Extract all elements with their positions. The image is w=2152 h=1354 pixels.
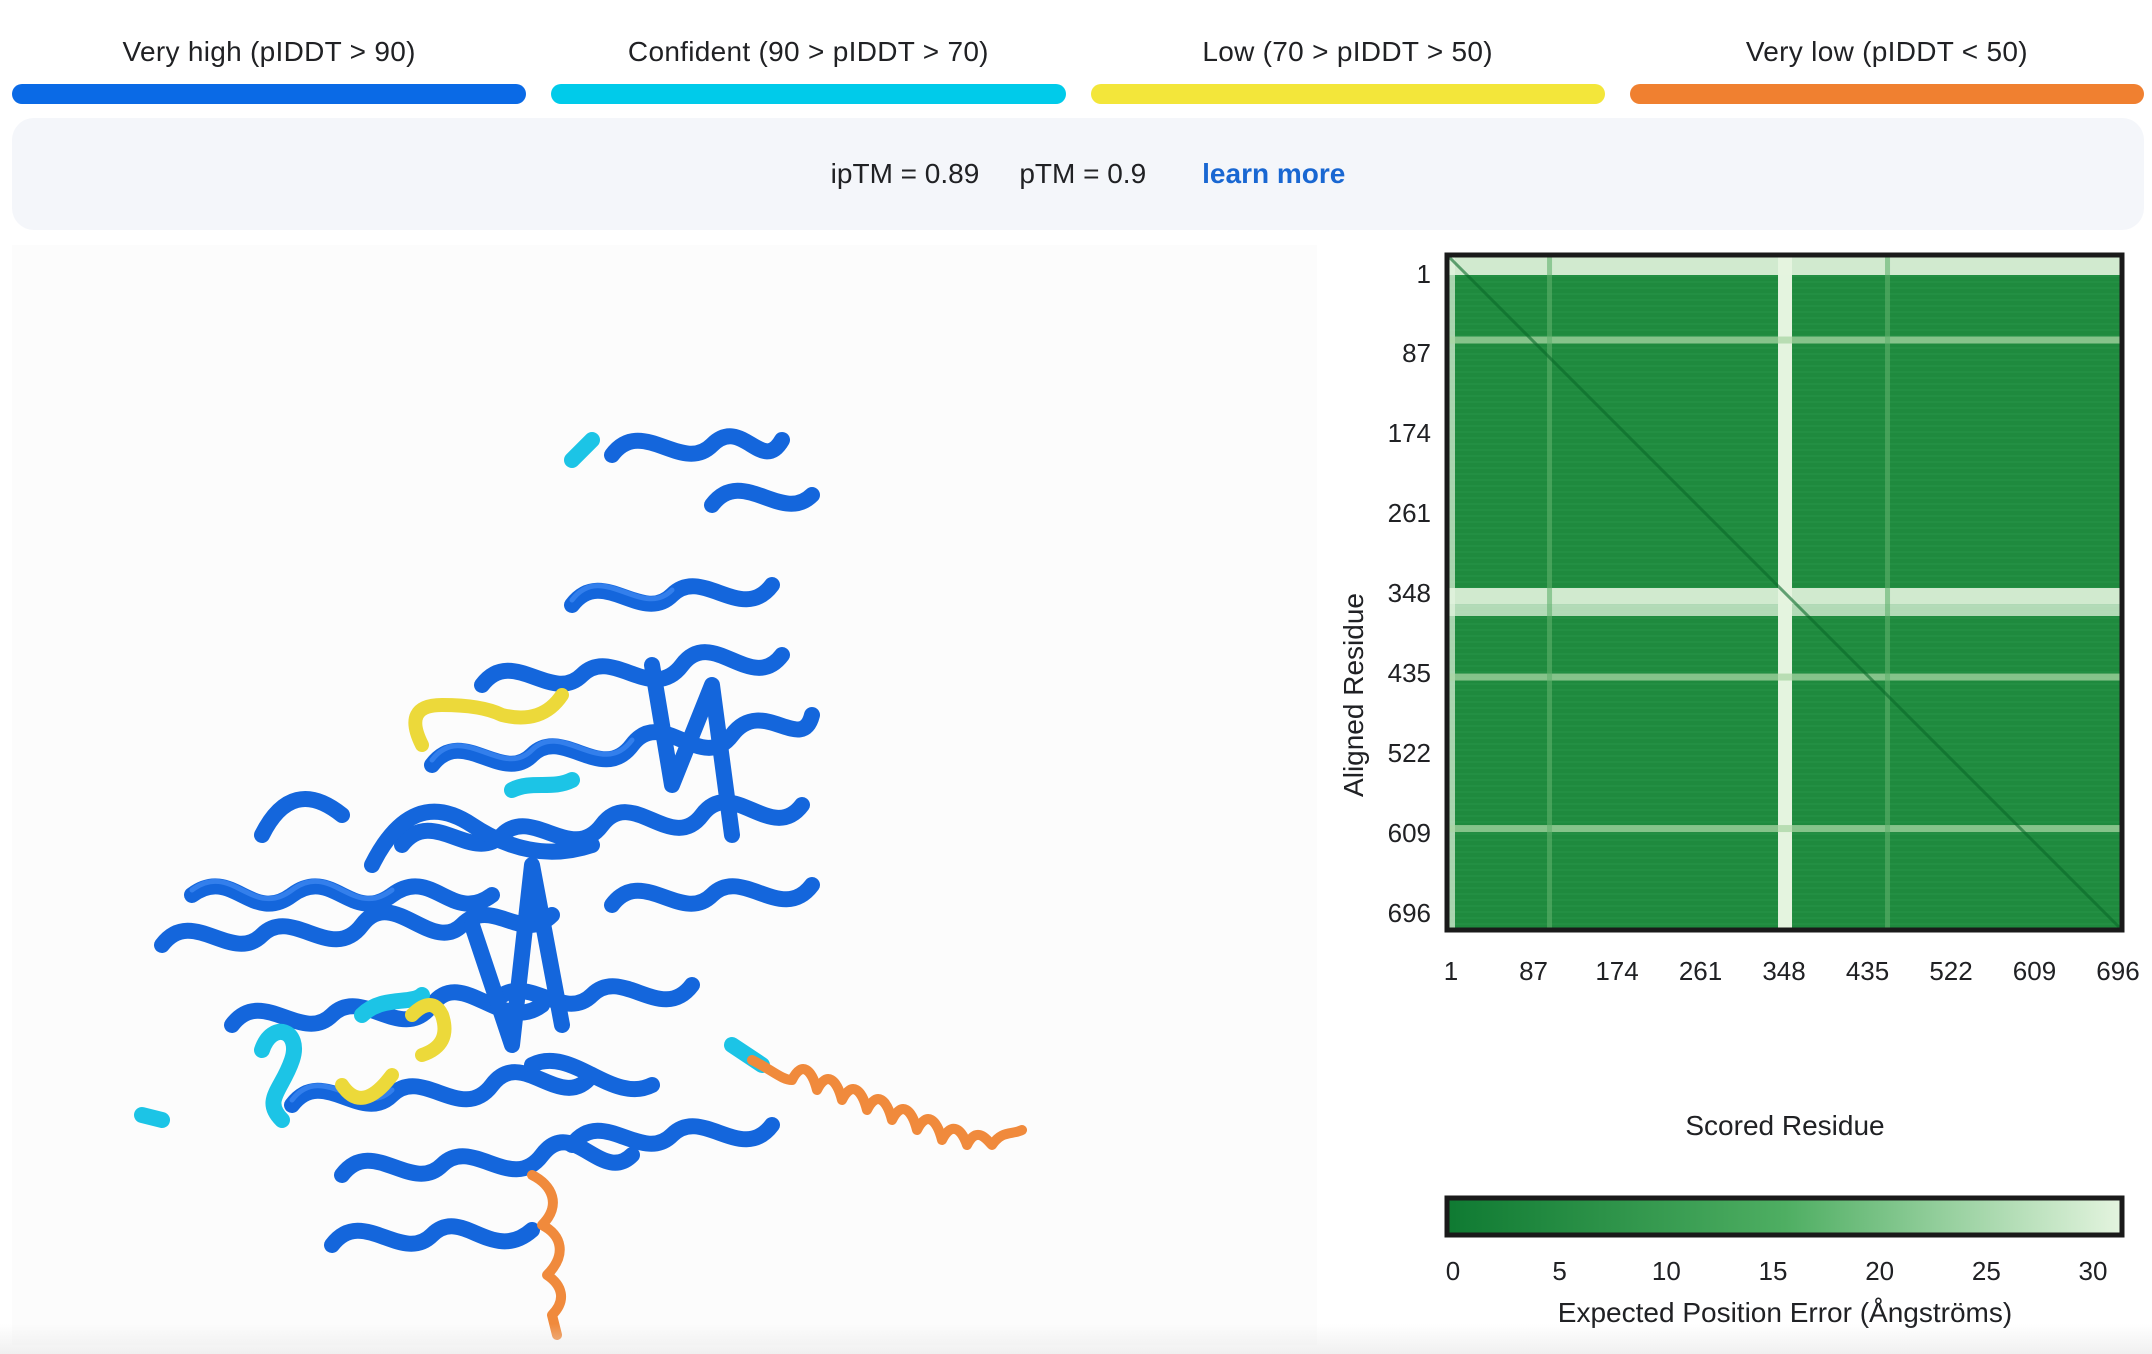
pae-x-tick-2: 174 — [1595, 956, 1638, 986]
pae-colorbar-tick-labels: 0 5 10 15 20 25 30 — [1446, 1256, 2108, 1286]
pae-heatmap — [1444, 252, 2125, 933]
pae-y-tick-8: 696 — [1388, 898, 1431, 928]
pae-y-tick-3: 261 — [1388, 498, 1431, 528]
pae-band-top — [1447, 255, 2122, 275]
pae-x-tick-5: 435 — [1846, 956, 1889, 986]
legend-bar-confident — [551, 84, 1066, 104]
pae-x-tick-4: 348 — [1762, 956, 1805, 986]
legend-low: Low (70 > pIDDT > 50) — [1090, 32, 1605, 104]
pae-x-tick-7: 609 — [2013, 956, 2056, 986]
legend-label-low: Low (70 > pIDDT > 50) — [1202, 36, 1493, 67]
pae-x-tick-3: 261 — [1679, 956, 1722, 986]
pae-colorbar-tick-5: 25 — [1972, 1256, 2001, 1286]
legend-very-low: Very low (pIDDT < 50) — [1629, 32, 2144, 104]
pae-faint-row-2 — [1447, 825, 2122, 833]
pae-plot-panel: 1 87 174 261 348 435 522 609 696 1 87 174 261 348 435… — [1317, 245, 2152, 1345]
ptm-score: pTM = 0.9 — [1019, 158, 1147, 189]
legend-bar-very-high — [12, 84, 527, 104]
pae-x-axis-title: Scored Residue — [1685, 1110, 1884, 1141]
pae-colorbar-tick-4: 20 — [1865, 1256, 1894, 1286]
pae-diagonal — [1445, 253, 2124, 932]
plddt-legend: Very high (pIDDT > 90) Confident (90 > p… — [12, 32, 2144, 104]
pae-colorbar-tick-6: 30 — [2079, 1256, 2108, 1286]
iptm-score: ipTM = 0.89 — [830, 158, 980, 189]
pae-colorbar-tick-3: 15 — [1759, 1256, 1788, 1286]
pae-band-lower-top — [1447, 604, 2122, 617]
protein-ribbon-image — [134, 428, 1027, 1340]
pae-colorbar — [1444, 1195, 2125, 1238]
pae-y-tick-2: 174 — [1388, 418, 1431, 448]
pae-border — [1444, 252, 2125, 933]
pae-y-tick-6: 522 — [1388, 738, 1431, 768]
structure-viewer[interactable] — [12, 245, 1317, 1345]
pae-x-tick-6: 522 — [1929, 956, 1972, 986]
legend-label-very-low: Very low (pIDDT < 50) — [1745, 36, 2028, 67]
legend-label-very-high: Very high (pIDDT > 90) — [122, 36, 416, 67]
pae-x-tick-labels: 1 87 174 261 348 435 522 609 696 — [1444, 956, 2140, 986]
legend-bar-low — [1090, 84, 1605, 104]
pae-faint-row-0 — [1447, 336, 2122, 344]
bottom-shadow — [0, 1324, 2152, 1354]
pae-colorbar-tick-0: 0 — [1446, 1256, 1460, 1286]
legend-bar-very-low — [1629, 84, 2144, 104]
pae-y-tick-1: 87 — [1402, 338, 1431, 368]
pae-y-tick-0: 1 — [1417, 259, 1431, 289]
legend-label-confident: Confident (90 > pIDDT > 70) — [627, 36, 989, 67]
pae-faint-row-1 — [1447, 673, 2122, 681]
confidence-scores-bar: ipTM = 0.89 pTM = 0.9 learn more — [12, 118, 2144, 230]
pae-y-tick-labels: 1 87 174 261 348 435 522 609 696 — [1388, 259, 1431, 928]
pae-faint-col-0 — [1547, 255, 1553, 930]
pae-x-tick-8: 696 — [2096, 956, 2139, 986]
pae-x-tick-0: 1 — [1444, 956, 1458, 986]
pae-band-horizontal — [1447, 588, 2122, 605]
legend-confident: Confident (90 > pIDDT > 70) — [551, 32, 1066, 104]
pae-faint-col-1 — [1885, 255, 1891, 930]
pae-colorbar-tick-2: 10 — [1652, 1256, 1681, 1286]
pae-y-tick-4: 348 — [1388, 578, 1431, 608]
pae-colorbar-tick-1: 5 — [1552, 1256, 1566, 1286]
pae-colorbar-title: Expected Position Error (Ångströms) — [1558, 1297, 2012, 1328]
pae-y-tick-5: 435 — [1388, 658, 1431, 688]
pae-x-tick-1: 87 — [1519, 956, 1548, 986]
legend-very-high: Very high (pIDDT > 90) — [12, 32, 527, 104]
learn-more-link[interactable]: learn more — [1202, 158, 1346, 189]
pae-band-left — [1447, 255, 1455, 930]
pae-chart: 1 87 174 261 348 435 522 609 696 1 87 174 261 348 435… — [1338, 252, 2140, 1328]
pae-y-axis-title: Aligned Residue — [1338, 593, 1369, 797]
pae-y-tick-7: 609 — [1388, 818, 1431, 848]
